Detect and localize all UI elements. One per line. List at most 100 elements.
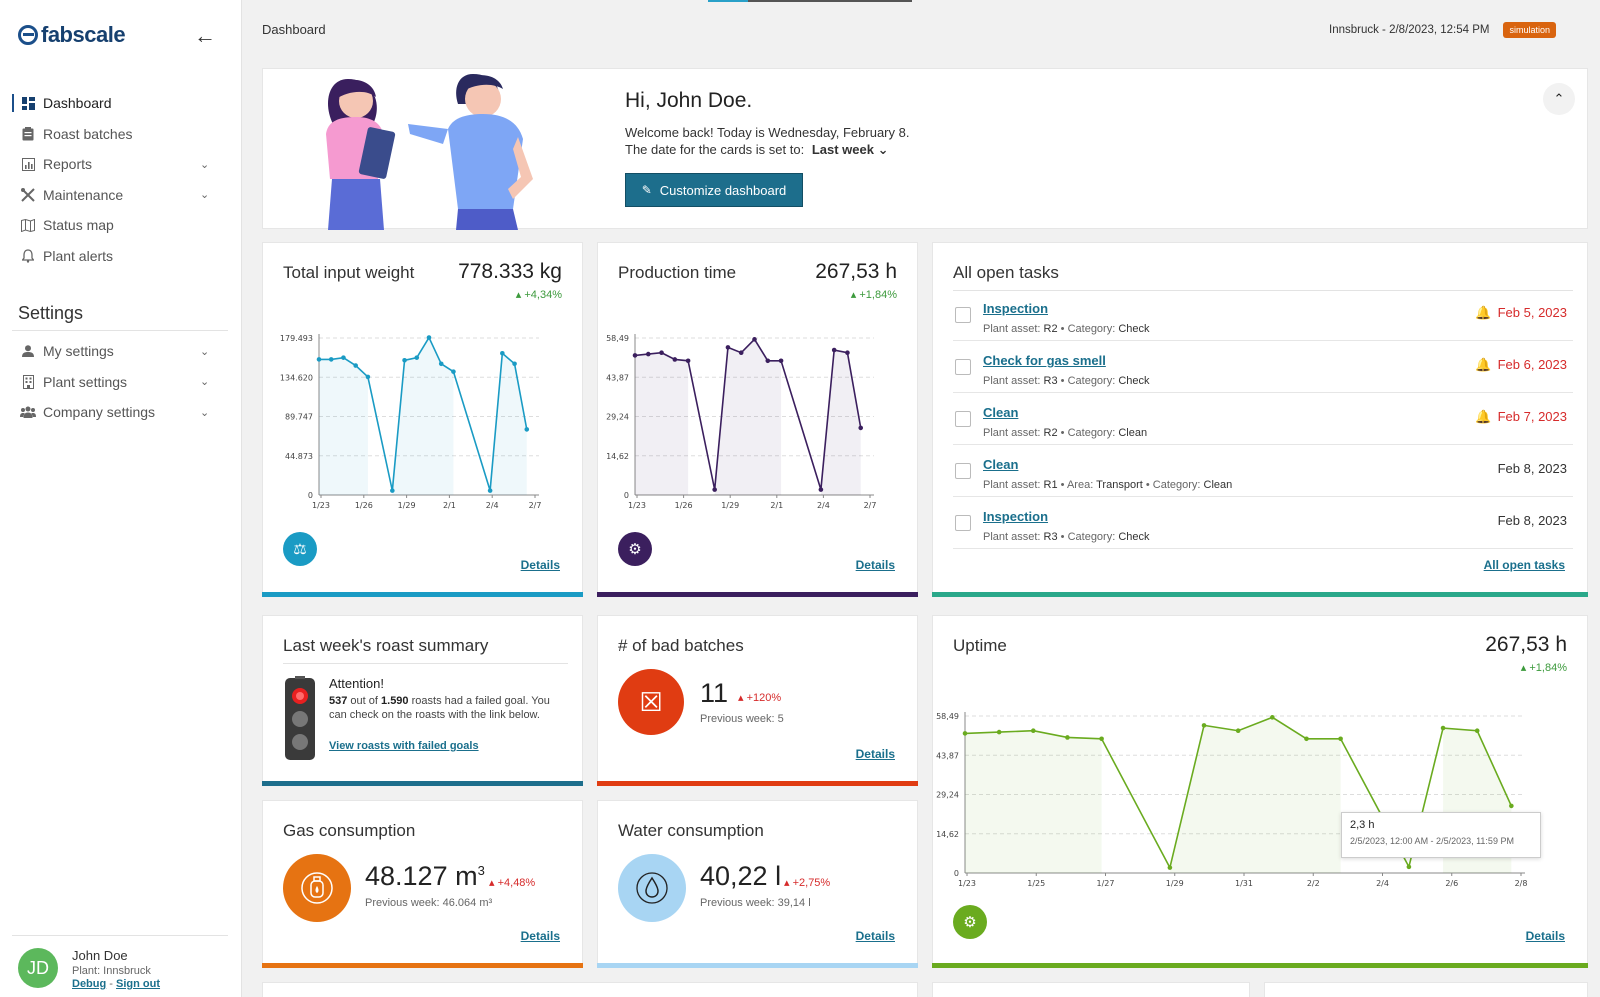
task-checkbox[interactable] (955, 307, 971, 323)
sidebar-item-status-map[interactable]: Status map (0, 210, 242, 241)
data-point (672, 357, 678, 362)
brand-logo[interactable]: fabscale (18, 22, 126, 48)
data-point (632, 353, 638, 358)
y-tick-label: 43,87 (606, 373, 629, 382)
details-link[interactable]: Details (520, 558, 560, 572)
data-point (1406, 864, 1412, 870)
user-links: Debug - Sign out (72, 978, 160, 990)
card-value: 267,53 h (1485, 633, 1567, 656)
task-checkbox[interactable] (955, 515, 971, 531)
page-title: Dashboard (262, 22, 326, 37)
task-row: Clean Plant asset: R1 • Area: Transport •… (953, 447, 1573, 497)
task-due-date: 🔔 Feb 7, 2023 (1475, 409, 1567, 425)
delta-value: +4,34% (524, 289, 562, 301)
all-open-tasks-link[interactable]: All open tasks (1483, 558, 1565, 572)
roast-summary-text: Attention! 537 out of 1.590 roasts had a… (329, 676, 564, 752)
x-tick-label: 1/29 (1166, 879, 1184, 888)
period-value: Last week (811, 142, 874, 157)
x-tick-label: 1/31 (1235, 879, 1253, 888)
task-checkbox[interactable] (955, 463, 971, 479)
chevron-down-icon[interactable]: ⌄ (200, 189, 210, 202)
card-title: Last week's roast summary (283, 636, 489, 655)
data-point (1235, 728, 1241, 734)
sidebar-item-plant-alerts[interactable]: Plant alerts (0, 241, 242, 272)
chevron-down-icon[interactable]: ⌄ (200, 345, 210, 358)
sign-out-link[interactable]: Sign out (116, 978, 161, 990)
card-accent-bar (597, 963, 918, 968)
task-name-link[interactable]: Inspection (983, 301, 1049, 316)
sidebar-item-maintenance[interactable]: Maintenance ⌄ (0, 180, 242, 211)
data-point (752, 337, 757, 342)
details-link[interactable]: Details (855, 929, 895, 943)
details-link[interactable]: Details (855, 558, 895, 572)
task-name-link[interactable]: Inspection (983, 509, 1049, 524)
bad-batches-delta: ▴ +120% (738, 691, 781, 704)
sidebar-item-my-settings[interactable]: My settings ⌄ (0, 336, 242, 367)
data-point (831, 347, 837, 353)
chevron-down-icon[interactable]: ⌄ (200, 158, 210, 171)
task-name-link[interactable]: Check for gas smell (983, 353, 1106, 368)
period-dropdown[interactable]: Last week ⌄ (812, 142, 889, 157)
attention-heading: Attention! (329, 676, 384, 691)
details-link[interactable]: Details (1525, 929, 1565, 943)
task-name-link[interactable]: Clean (983, 457, 1019, 472)
x-tick-label: 2/2 (1307, 879, 1320, 888)
status-badge: simulation (1503, 22, 1556, 38)
sidebar-item-company-settings[interactable]: Company settings ⌄ (0, 397, 242, 428)
divider (12, 330, 228, 331)
task-row: Inspection Plant asset: R2 • Category: Ch… (953, 291, 1573, 341)
sidebar-item-label: Plant alerts (43, 247, 114, 264)
avatar[interactable]: JD (18, 948, 58, 988)
card-title: Production time (618, 263, 737, 282)
total-count: 1.590 (381, 695, 409, 707)
gas-value-number: 48.127 m (365, 861, 478, 891)
sidebar-item-label: Reports (43, 156, 93, 173)
chevron-down-icon[interactable]: ⌄ (200, 376, 210, 389)
card-title: Total input weight (283, 263, 415, 282)
uptime-card: Uptime 267,53 h ▴ +1,84% 58,49 43,87 29,24… (932, 615, 1588, 968)
collapse-sidebar-arrow-icon[interactable]: ← (194, 23, 216, 48)
view-failed-roasts-link[interactable]: View roasts with failed goals (329, 740, 479, 752)
machine-icon: ⚙ (618, 532, 652, 566)
sidebar-item-reports[interactable]: Reports ⌄ (0, 149, 242, 180)
date-period-text: The date for the cards is set to: Last w… (625, 142, 889, 158)
data-point (353, 363, 358, 368)
x-tick-label: 1/26 (355, 501, 373, 510)
card-accent-bar (597, 781, 918, 786)
customize-dashboard-button[interactable]: ✎ Customize dashboard (625, 173, 803, 207)
user-profile: JD John Doe Plant: Innsbruck Debug - Sig… (18, 948, 160, 990)
data-point (659, 350, 664, 356)
sidebar-item-plant-settings[interactable]: Plant settings ⌄ (0, 367, 242, 398)
y-tick-label: 29,24 (606, 413, 629, 422)
task-date-text: Feb 8, 2023 (1497, 461, 1567, 476)
card-title: Uptime (953, 636, 1007, 655)
task-checkbox[interactable] (955, 359, 971, 375)
sidebar-item-dashboard[interactable]: Dashboard (0, 88, 242, 119)
data-point (845, 350, 850, 356)
uptime-chart[interactable]: 58,49 43,87 29,24 14,62 01/23 1/25 1/27 1/29 1/3… (933, 694, 1589, 894)
data-point (1509, 803, 1514, 809)
chevron-down-icon[interactable]: ⌄ (200, 406, 210, 419)
x-tick-label: 2/1 (770, 501, 783, 510)
data-point (1167, 865, 1173, 870)
collapse-welcome-chevron-up-icon[interactable]: ⌃ (1543, 83, 1575, 115)
task-name-link[interactable]: Clean (983, 405, 1019, 420)
details-link[interactable]: Details (520, 929, 560, 943)
data-point (645, 351, 651, 357)
debug-link[interactable]: Debug (72, 978, 107, 990)
details-link[interactable]: Details (855, 747, 895, 761)
card-accent-bar (932, 963, 1588, 968)
x-tick-label: 2/4 (1376, 879, 1389, 888)
data-point (1201, 723, 1207, 728)
delta-value: +2,75% (792, 877, 831, 889)
x-tick-label: 2/4 (817, 501, 830, 510)
y-tick-label: 58,49 (936, 712, 959, 721)
area-fill (392, 337, 454, 495)
production-time-chart[interactable]: 58,49 43,87 29,24 14,62 01/23 1/26 1/29 2/1 2/4 2… (598, 323, 919, 523)
data-point (341, 355, 346, 360)
data-point (316, 357, 322, 362)
arrow-up-icon: ▴ (784, 877, 790, 889)
input-weight-chart[interactable]: 179.493 134.620 89.747 44.873 01/23 1/26 1/29 2… (263, 323, 584, 523)
task-checkbox[interactable] (955, 411, 971, 427)
sidebar-item-roast-batches[interactable]: Roast batches (0, 119, 242, 150)
